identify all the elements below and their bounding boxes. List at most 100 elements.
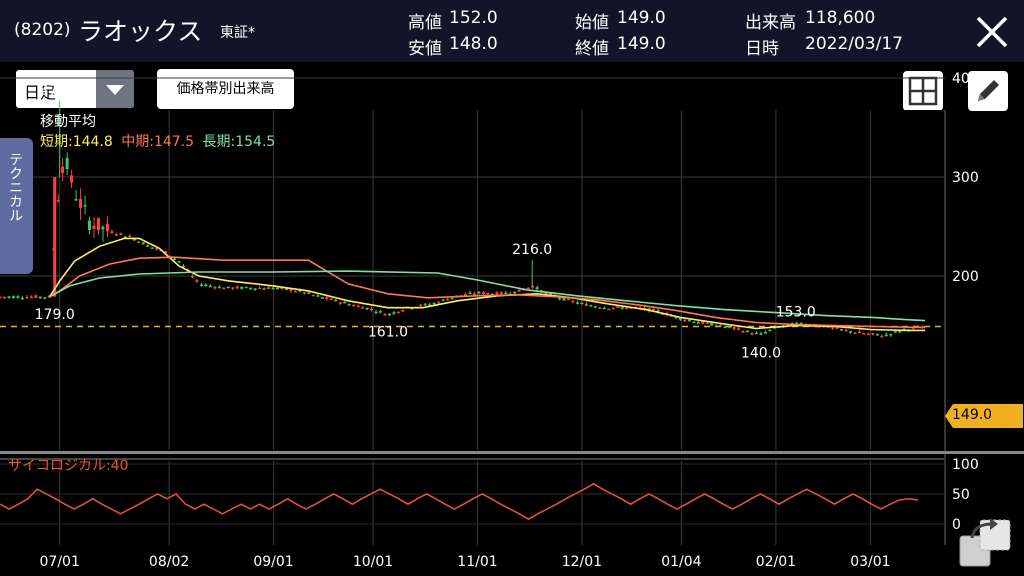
technical-tab[interactable]: テクニカル bbox=[0, 138, 33, 274]
candle-body bbox=[849, 331, 852, 333]
candle-body bbox=[902, 328, 906, 331]
candle-body bbox=[365, 307, 369, 310]
candle-body bbox=[607, 308, 611, 311]
x-tick-label: 01/04 bbox=[661, 554, 701, 570]
candle-body bbox=[370, 308, 374, 311]
candle-body bbox=[857, 331, 861, 333]
candle-body bbox=[504, 292, 508, 295]
candle-body bbox=[267, 287, 271, 289]
draw-button[interactable] bbox=[968, 71, 1008, 111]
mid-ma-line bbox=[49, 256, 926, 329]
candle-body bbox=[65, 157, 69, 169]
candle-body bbox=[652, 308, 656, 311]
candle-body bbox=[799, 322, 803, 325]
date-label: 日時 bbox=[745, 39, 779, 59]
x-tick-label: 12/01 bbox=[562, 554, 602, 570]
candle-body bbox=[884, 334, 888, 336]
candle-body bbox=[249, 287, 253, 290]
candle-body bbox=[911, 327, 915, 329]
price-annotation: 161.0 bbox=[368, 325, 408, 341]
candle-body bbox=[875, 333, 879, 336]
period-select[interactable]: 日足 bbox=[16, 70, 134, 108]
candle-body bbox=[396, 311, 400, 314]
candle-body bbox=[361, 307, 365, 309]
candle-body bbox=[119, 233, 123, 235]
pane-separator bbox=[0, 458, 945, 460]
candle-body bbox=[155, 248, 159, 250]
candle-body bbox=[880, 335, 884, 338]
candle-body bbox=[866, 333, 870, 336]
candle-body bbox=[611, 307, 615, 310]
volume-by-price-button[interactable]: 価格帯別出来高 bbox=[157, 69, 294, 109]
candle-body bbox=[271, 287, 275, 290]
x-tick-label: 09/01 bbox=[253, 554, 293, 570]
candle-body bbox=[468, 292, 472, 295]
psychological-label: サイコロジカル:40 bbox=[8, 458, 129, 474]
current-price-value: 149.0 bbox=[952, 407, 993, 423]
candle-body bbox=[199, 284, 203, 286]
candle-body bbox=[374, 311, 378, 314]
candle-body bbox=[25, 296, 29, 299]
candle-body bbox=[714, 325, 718, 327]
current-price-badge bbox=[945, 404, 1023, 428]
candle-body bbox=[47, 295, 51, 298]
candle-body bbox=[307, 292, 311, 294]
price-annotation: 216.0 bbox=[512, 242, 552, 258]
candle-body bbox=[217, 286, 221, 289]
candle-body bbox=[754, 332, 758, 335]
candle-body bbox=[16, 296, 20, 298]
psy-tick-label: 50 bbox=[952, 487, 970, 503]
candle-body bbox=[602, 307, 606, 310]
moving-average-title: 移動平均 bbox=[40, 114, 96, 130]
candle-body bbox=[401, 310, 405, 312]
candle-body bbox=[293, 290, 297, 293]
candle-body bbox=[231, 287, 235, 289]
psy-tick-label: 100 bbox=[952, 457, 979, 473]
candle-body bbox=[898, 331, 902, 333]
candle-body bbox=[2, 296, 6, 299]
candle-body bbox=[893, 331, 897, 333]
candle-body bbox=[101, 226, 105, 230]
candle-body bbox=[173, 258, 177, 260]
candle-body bbox=[620, 307, 624, 309]
candle-body bbox=[356, 305, 360, 308]
candle-body bbox=[862, 333, 866, 335]
close-icon[interactable] bbox=[972, 12, 1012, 52]
candle-body bbox=[481, 292, 485, 295]
high-value: 152.0 bbox=[449, 8, 498, 28]
candle-body bbox=[616, 306, 620, 308]
candle-body bbox=[535, 287, 539, 290]
candle-body bbox=[392, 312, 396, 314]
candle-body bbox=[334, 299, 338, 302]
candle-body bbox=[387, 313, 391, 316]
x-tick-label: 02/01 bbox=[756, 554, 796, 570]
ma-legend: 短期:144.8 中期:147.5 長期:154.5 bbox=[40, 131, 275, 151]
candle-body bbox=[235, 286, 239, 289]
candle-body bbox=[182, 265, 186, 268]
candle-body bbox=[750, 333, 754, 335]
candle-body bbox=[150, 247, 154, 249]
candle-body bbox=[79, 198, 83, 208]
candle-body bbox=[763, 332, 767, 334]
candle-body bbox=[728, 326, 732, 328]
short-ma-line bbox=[49, 237, 926, 332]
psy-tick-label: 0 bbox=[952, 517, 961, 533]
candle-body bbox=[737, 328, 741, 330]
candle-body bbox=[0, 296, 2, 299]
header: (8202) ラオックス 東証* 高値 152.0 安値 148.0 始値 14… bbox=[0, 0, 1024, 62]
rotate-screen-icon[interactable] bbox=[958, 512, 1016, 570]
candle-body bbox=[20, 297, 24, 300]
candle-body bbox=[544, 292, 548, 295]
candle-body bbox=[446, 299, 450, 301]
candle-body bbox=[526, 287, 530, 290]
candle-body bbox=[146, 245, 150, 247]
candle-body bbox=[692, 321, 696, 324]
candle-body bbox=[316, 295, 320, 297]
candle-body bbox=[589, 305, 593, 307]
long-ma-legend: 長期:154.5 bbox=[202, 134, 276, 150]
candle-body bbox=[759, 333, 763, 335]
candle-body bbox=[289, 289, 293, 292]
candle-body bbox=[244, 286, 248, 289]
high-label: 高値 bbox=[408, 13, 442, 33]
